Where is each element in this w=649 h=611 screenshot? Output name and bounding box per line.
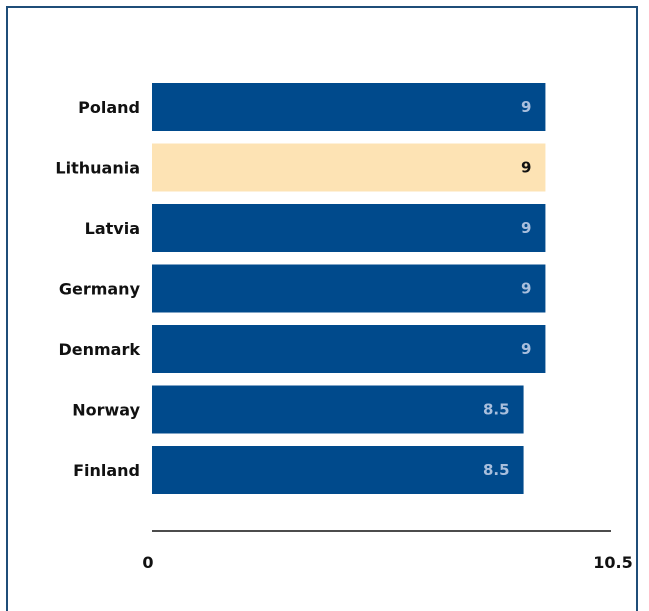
x-tick-label-1: 10.5 (593, 553, 632, 572)
category-label-germany: Germany (59, 280, 141, 299)
value-label-germany: 9 (521, 280, 531, 298)
value-label-latvia: 9 (521, 219, 531, 237)
value-label-poland: 9 (521, 98, 531, 116)
value-labels-layer: 9 9 9 9 9 8.5 8.5 (483, 98, 531, 479)
category-label-finland: Finland (73, 461, 140, 480)
value-label-denmark: 9 (521, 340, 531, 358)
category-label-denmark: Denmark (58, 340, 140, 359)
bar-latvia (152, 204, 546, 252)
bar-poland (152, 83, 546, 131)
chart-frame (6, 6, 638, 611)
x-tick-labels-layer: 0 10.5 (142, 553, 632, 572)
bar-finland (152, 446, 524, 494)
bar-norway (152, 385, 524, 434)
value-label-finland: 8.5 (483, 461, 510, 479)
bar-lithuania (152, 143, 546, 192)
x-tick-label-0: 0 (142, 553, 153, 572)
category-labels-layer: Poland Lithuania Latvia Germany Denmark Norwa… (55, 98, 140, 480)
category-label-lithuania: Lithuania (55, 159, 140, 178)
bar-germany (152, 264, 546, 313)
value-label-norway: 8.5 (483, 401, 510, 419)
bars-layer (152, 83, 546, 494)
category-label-norway: Norway (72, 401, 140, 420)
value-label-lithuania: 9 (521, 159, 531, 177)
category-label-latvia: Latvia (85, 219, 140, 238)
category-label-poland: Poland (78, 98, 140, 117)
bar-denmark (152, 325, 546, 373)
